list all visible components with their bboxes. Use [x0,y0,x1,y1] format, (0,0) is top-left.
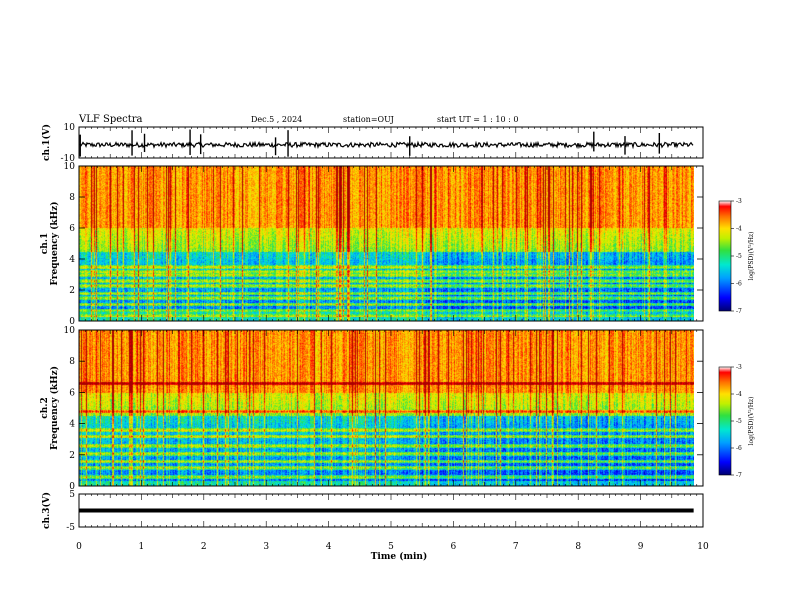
x-tick-label: 1 [139,542,145,552]
spectro-ytick-label: 2 [69,451,75,461]
p-s2-heatmap [79,330,694,486]
ch3-ytick-label: -5 [66,523,75,533]
x-tick-label: 4 [326,542,332,552]
spectro-ytick-label: 6 [69,388,75,398]
colorbar-tick-label: -5 [736,418,742,425]
p-s2-ylabel-unit: Frequency (kHz) [49,366,60,450]
ch1-spectrogram-panel: 0 2 4 6 8 10 ch.1 Frequency (kHz) [40,162,704,327]
colorbar-tick-label: -7 [736,472,742,479]
ch1-ytick-label: -10 [61,154,76,164]
p-s2-ylabel: ch.2 [40,397,50,418]
x-tick-label: 2 [201,542,207,552]
spectro-ytick-label: 8 [69,193,75,203]
x-tick-label: 0 [76,542,82,552]
cb1-scale [718,200,732,312]
cb2-label: log(PSD)(V²/Hz) [748,397,755,446]
x-tick-label: 6 [451,542,457,552]
p-s1-ylabel: ch.1 [40,233,50,254]
ch1-ylabel: ch.1(V) [41,124,52,161]
ch3-waveform-panel: 5 -5 ch.3(V) [41,490,704,533]
spectro-ytick-label: 10 [64,162,76,172]
station-label: station=OUJ [343,115,394,124]
x-tick-label: 8 [575,542,581,552]
spectro-ytick-label: 6 [69,224,75,234]
spectro-ytick-label: 2 [69,286,75,296]
ch1-waveform-panel: 10 -10 ch.1(V) [41,123,704,164]
ch2-spectrogram-panel: 0 2 4 6 8 10 ch.2 Frequency (kHz) [40,326,704,492]
colorbar-tick-label: -6 [736,281,742,288]
colorbar-tick-label: -7 [736,308,742,315]
spectro-ytick-label: 0 [69,317,75,327]
colorbar-tick-label: -3 [736,364,742,371]
colorbar-tick-label: -3 [736,198,742,205]
x-tick-label: 10 [697,542,709,552]
colorbar-ch1: -3 -4 -5 -6 -7 log(PSD)(V²/Hz) [718,198,755,315]
spectro-ytick-label: 4 [69,420,75,430]
spectro-ytick-label: 10 [64,326,76,336]
cb1-label: log(PSD)(V²/Hz) [748,232,755,281]
ch3-ylabel: ch.3(V) [41,492,52,529]
spectro-ytick-label: 0 [69,482,75,492]
p-s1-ylabel-unit: Frequency (kHz) [49,201,60,285]
cb2-scale [718,366,732,476]
figure-title: VLF Spectra [78,114,143,125]
ch1-waveform-line [79,140,694,150]
x-tick-label: 5 [388,542,394,552]
colorbar-tick-label: -5 [736,253,742,260]
p-s1-heatmap [79,166,694,321]
x-tick-label: 7 [513,542,519,552]
x-tick-label: 3 [263,542,269,552]
ch3-ytick-label: 5 [69,490,75,500]
colorbar-ch2: -3 -4 -5 -6 -7 log(PSD)(V²/Hz) [718,364,755,479]
x-axis-label: Time (min) [371,551,428,562]
colorbar-tick-label: -6 [736,445,742,452]
colorbar-tick-label: -4 [736,226,742,233]
ch1-ytick-label: 10 [64,123,76,133]
x-axis: 0 1 2 3 4 5 6 7 8 9 10 [76,542,709,552]
spectro-ytick-label: 8 [69,357,75,367]
x-tick-label: 9 [638,542,644,552]
date-label: Dec.5 , 2024 [251,115,302,124]
start-ut-label: start UT = 1 : 10 : 0 [437,115,518,124]
colorbar-tick-label: -4 [736,391,742,398]
spectro-ytick-label: 4 [69,255,75,265]
